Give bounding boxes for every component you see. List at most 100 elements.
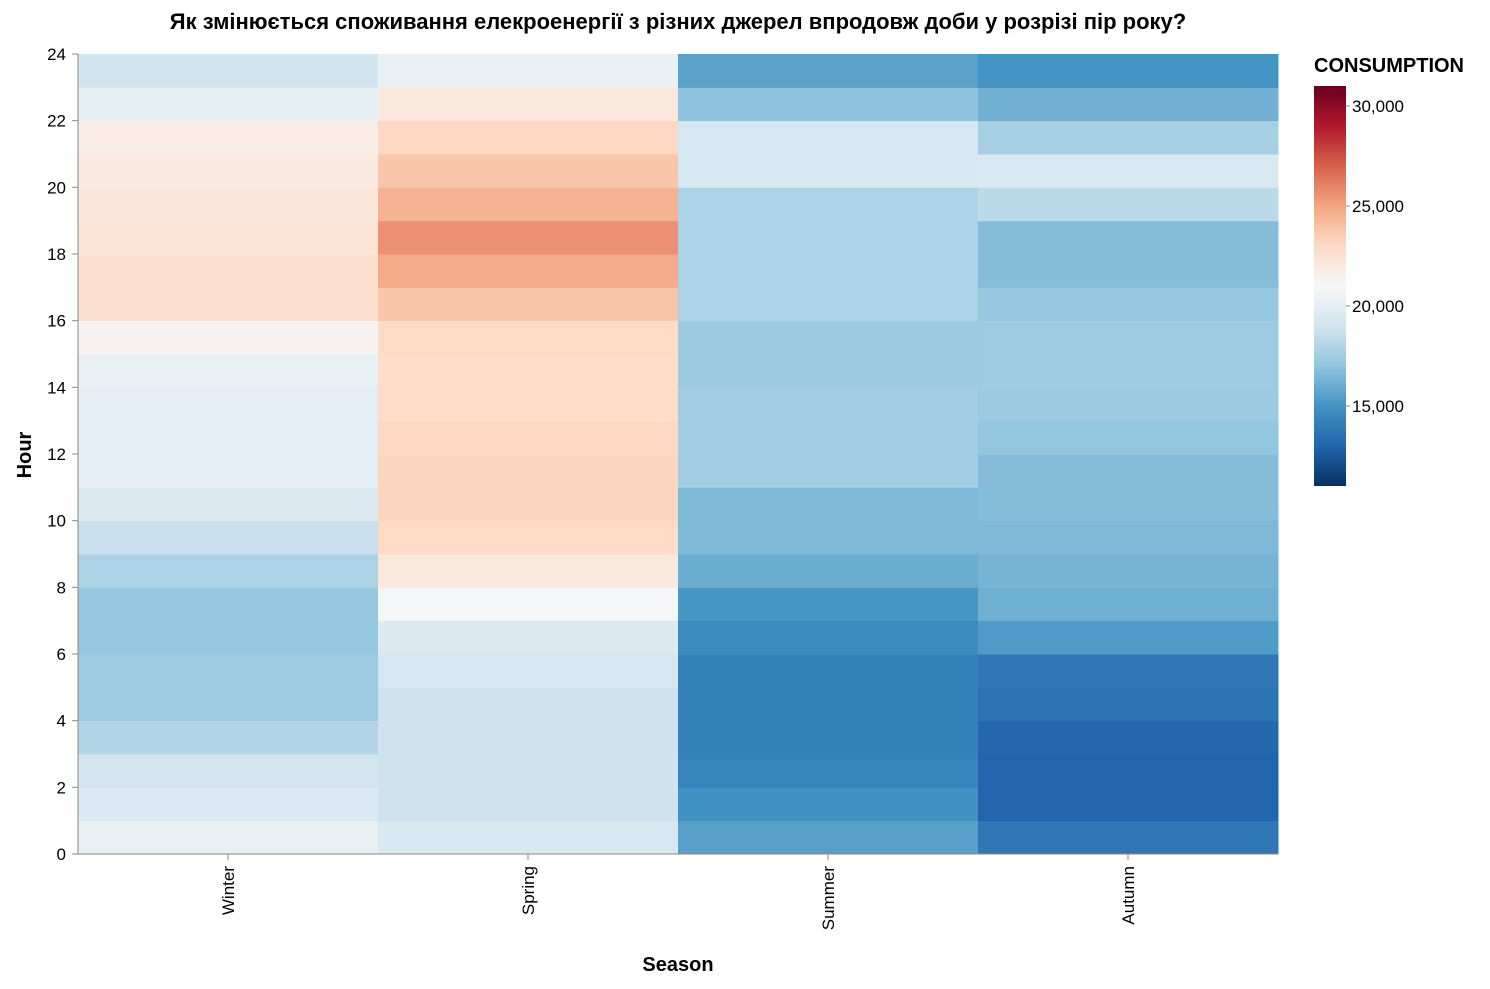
heatmap-cell — [978, 120, 1279, 155]
heatmap-cell — [978, 587, 1279, 622]
heatmap-cell — [378, 787, 679, 822]
heatmap-cell — [78, 787, 379, 822]
y-tick-label: 12 — [47, 445, 66, 464]
heatmap-cell — [78, 120, 379, 155]
heatmap-cell — [78, 754, 379, 788]
heatmap-cell — [378, 87, 679, 122]
heatmap-cell — [978, 254, 1279, 288]
heatmap-cell — [78, 54, 379, 88]
y-tick-label: 8 — [57, 578, 66, 597]
heatmap-cell — [978, 320, 1279, 355]
y-tick-label: 24 — [47, 45, 66, 64]
heatmap-cell — [978, 820, 1279, 855]
heatmap-cell — [78, 254, 379, 288]
heatmap-cell — [78, 520, 379, 555]
heatmap-cell — [78, 87, 379, 122]
heatmap-cell — [678, 220, 979, 255]
heatmap-cell — [978, 87, 1279, 122]
x-axis: Winter Spring Summer Autumn — [78, 853, 1278, 931]
heatmap-cell — [678, 420, 979, 455]
y-tick-label: 14 — [47, 378, 66, 397]
heatmap-cell — [978, 487, 1279, 522]
heatmap-cell — [78, 487, 379, 522]
heatmap-cell — [378, 354, 679, 388]
heatmap-cell — [378, 454, 679, 488]
heatmap-cell — [678, 554, 979, 588]
heatmap-cell — [978, 287, 1279, 322]
heatmap-cell — [678, 754, 979, 788]
heatmap-cell — [378, 220, 679, 255]
heatmap-cell — [678, 354, 979, 388]
heatmap-cell — [678, 620, 979, 655]
heatmap-cell — [678, 54, 979, 88]
heatmap-cell — [678, 154, 979, 188]
legend-title: CONSUMPTION — [1314, 55, 1464, 77]
heatmap-cell — [678, 387, 979, 422]
heatmap-cell — [678, 587, 979, 622]
x-tick-label: Summer — [819, 866, 838, 931]
heatmap-cell — [78, 820, 379, 855]
heatmap-cell — [978, 420, 1279, 455]
y-tick-label: 22 — [47, 112, 66, 131]
heatmap-cell — [978, 187, 1279, 222]
y-tick-label: 6 — [57, 645, 66, 664]
heatmap-cell — [378, 587, 679, 622]
heatmap-cell — [678, 287, 979, 322]
heatmap-cell — [378, 120, 679, 155]
heatmap-cell — [378, 620, 679, 655]
heatmap-cell — [378, 320, 679, 355]
heatmap-cell — [78, 320, 379, 355]
heatmap-cell — [378, 520, 679, 555]
heatmap-cell — [378, 720, 679, 755]
color-legend: CONSUMPTION 15,000 20,000 25,000 30,000 — [1314, 55, 1464, 486]
legend-gradient-bar — [1314, 86, 1346, 486]
heatmap-cell — [78, 554, 379, 588]
legend-tick-label: 20,000 — [1352, 297, 1404, 316]
heatmap-cell — [378, 420, 679, 455]
x-tick-label: Winter — [219, 866, 238, 915]
heatmap-cell — [378, 554, 679, 588]
heatmap-cell — [978, 387, 1279, 422]
heatmap-cell — [378, 154, 679, 188]
heatmap-cell — [78, 620, 379, 655]
x-tick-label: Autumn — [1119, 866, 1138, 925]
heatmap-cell — [378, 187, 679, 222]
heatmap-cell — [78, 220, 379, 255]
heatmap-cell — [678, 654, 979, 688]
heatmap-cell — [678, 820, 979, 855]
heatmap-cell — [78, 354, 379, 388]
heatmap-cell — [378, 754, 679, 788]
heatmap-cells — [78, 54, 1279, 855]
heatmap-cell — [978, 554, 1279, 588]
heatmap-cell — [78, 720, 379, 755]
heatmap-cell — [378, 687, 679, 722]
y-tick-label: 20 — [47, 178, 66, 197]
legend-tick-label: 25,000 — [1352, 197, 1404, 216]
heatmap-cell — [78, 454, 379, 488]
heatmap-cell — [378, 54, 679, 88]
heatmap-cell — [78, 387, 379, 422]
heatmap-cell — [978, 720, 1279, 755]
heatmap-cell — [978, 687, 1279, 722]
heatmap-cell — [678, 787, 979, 822]
heatmap-cell — [678, 720, 979, 755]
legend-tick-label: 30,000 — [1352, 97, 1404, 116]
heatmap-cell — [378, 487, 679, 522]
x-axis-title: Season — [642, 954, 713, 976]
heatmap-cell — [678, 254, 979, 288]
heatmap-cell — [678, 87, 979, 122]
heatmap-cell — [78, 687, 379, 722]
heatmap-cell — [678, 687, 979, 722]
heatmap-cell — [978, 454, 1279, 488]
heatmap-cell — [78, 587, 379, 622]
heatmap-cell — [978, 220, 1279, 255]
heatmap-cell — [78, 287, 379, 322]
heatmap-cell — [378, 254, 679, 288]
y-tick-label: 0 — [57, 845, 66, 864]
heatmap-cell — [978, 787, 1279, 822]
x-tick-label: Spring — [519, 866, 538, 915]
heatmap-cell — [978, 154, 1279, 188]
y-tick-label: 4 — [57, 712, 66, 731]
